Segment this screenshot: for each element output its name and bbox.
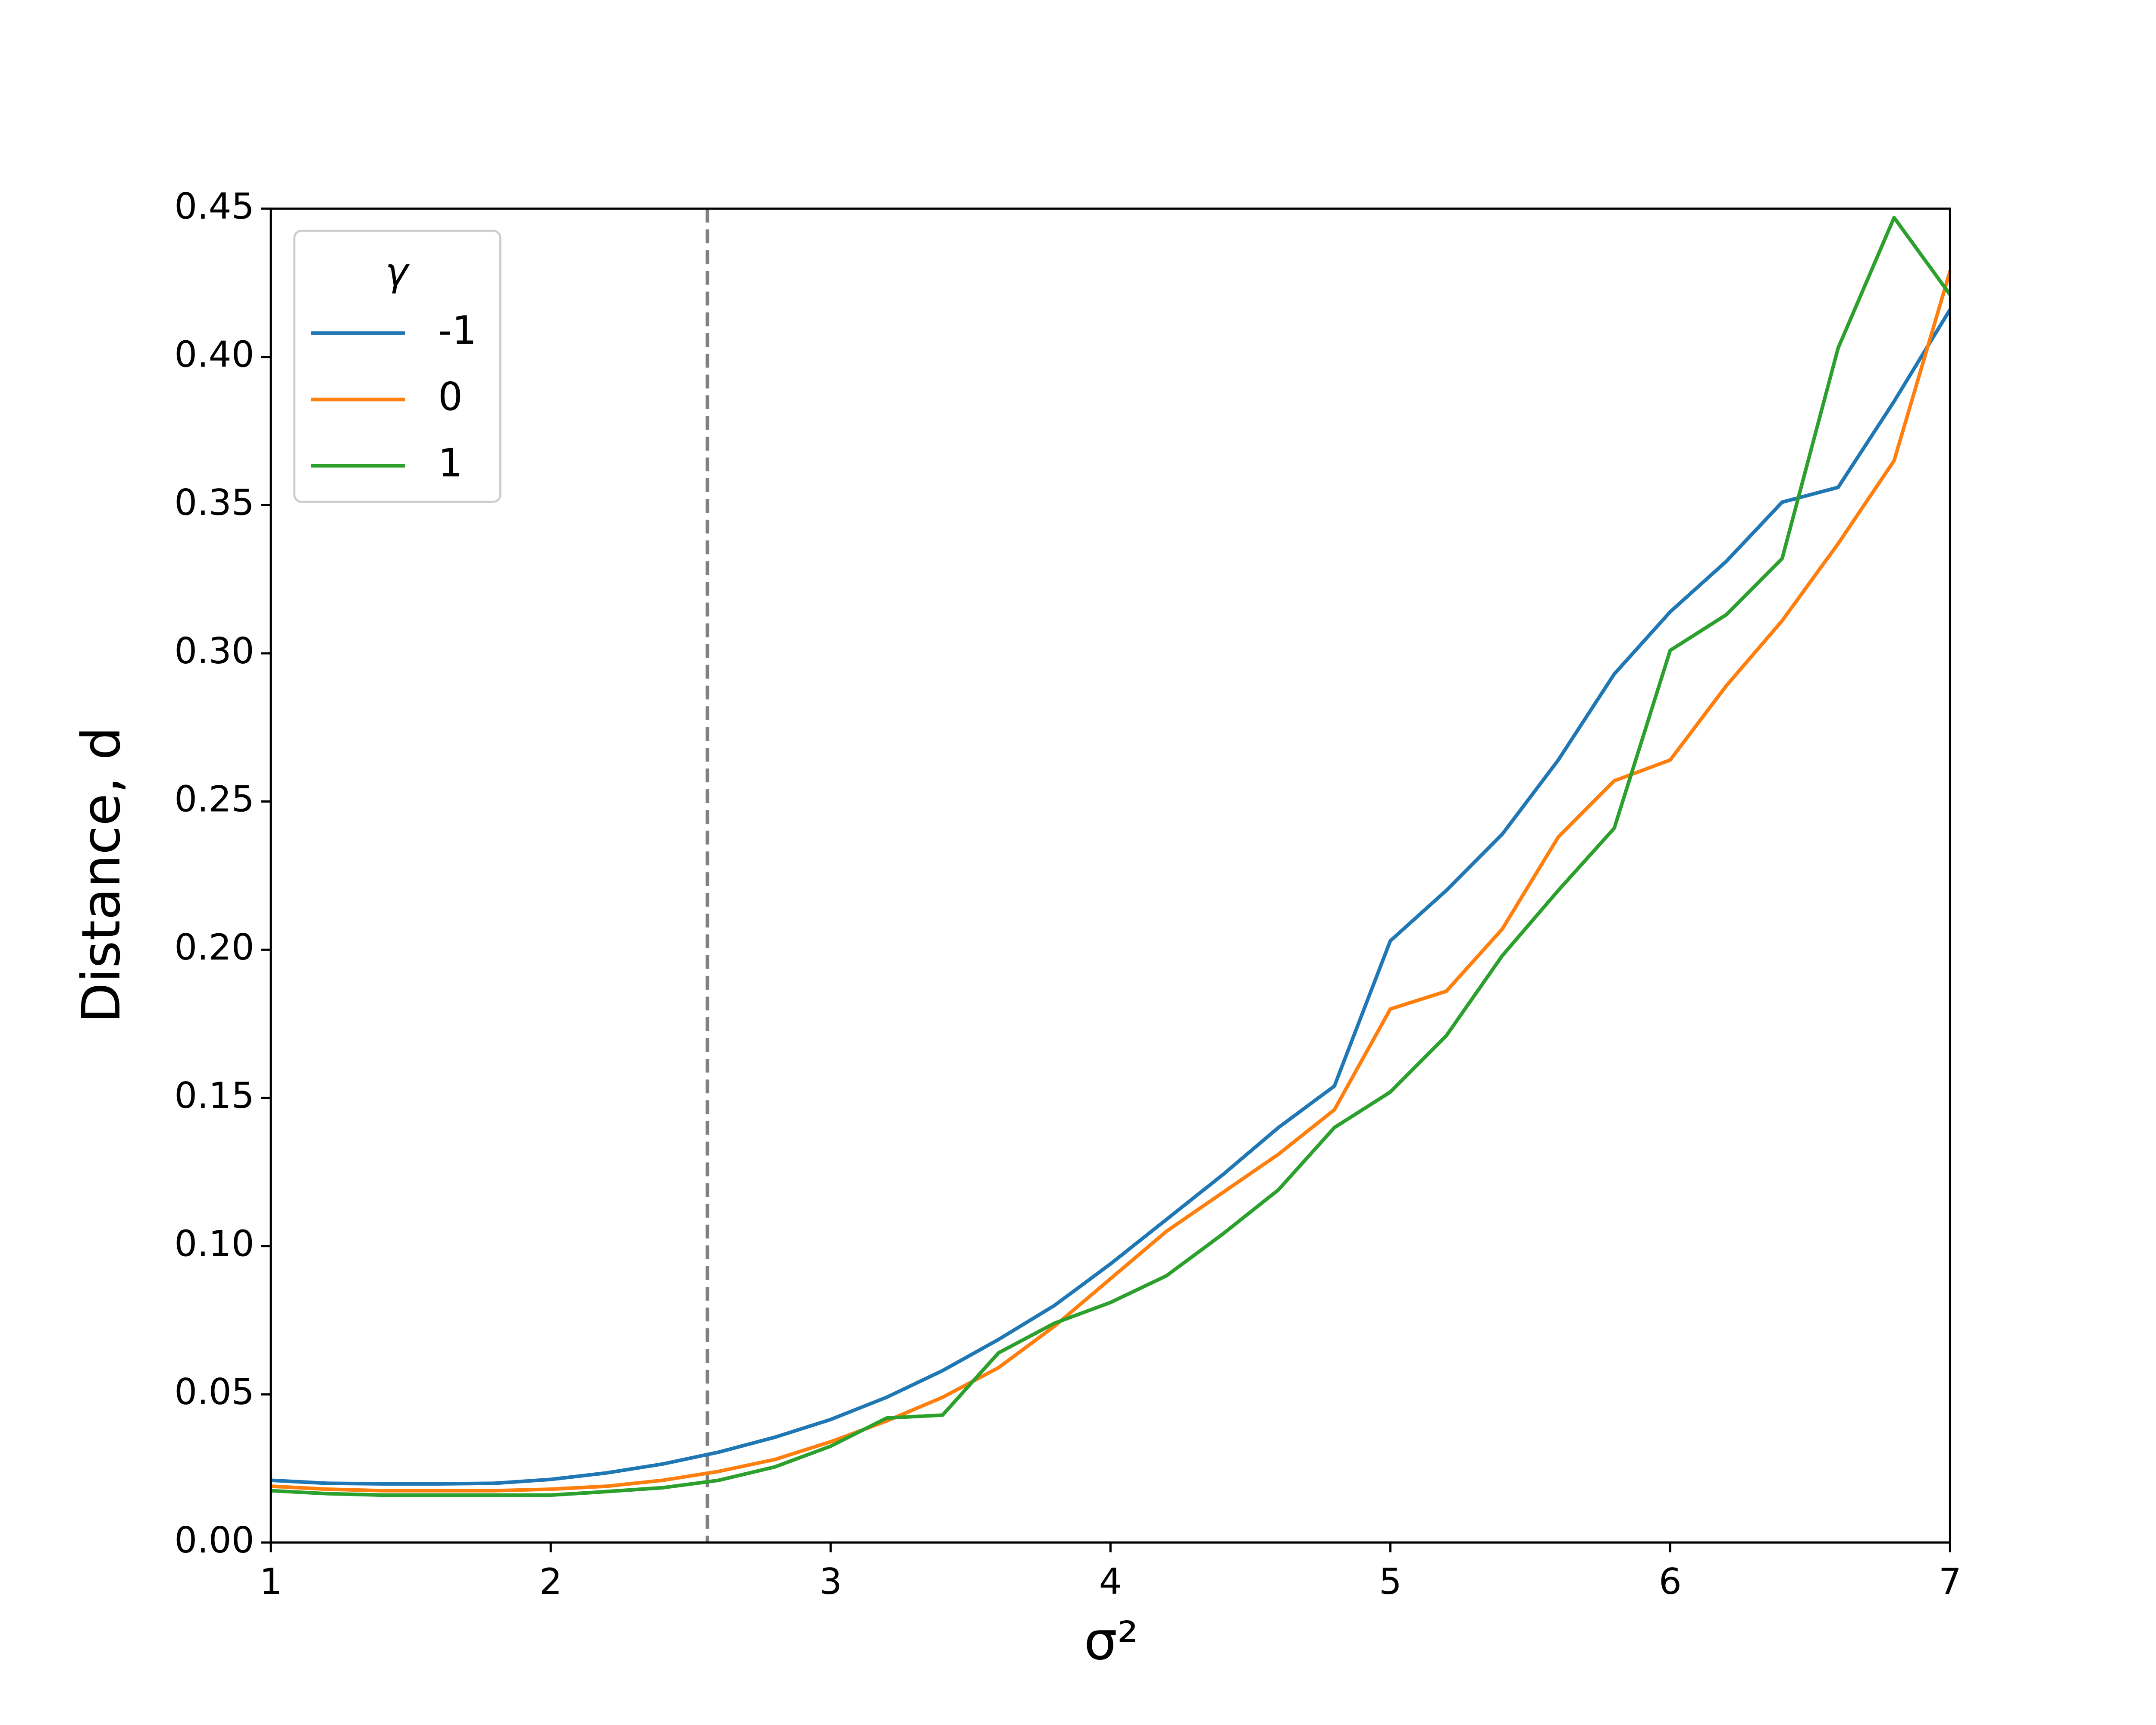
x-tick-label: 1 [260,1561,282,1603]
line-series [271,308,1950,1486]
y-tick-label: 0.30 [174,630,254,672]
x-tick-label: 7 [1939,1561,1962,1603]
y-tick-label: 0.35 [174,482,254,524]
y-tick-label: 0.25 [174,778,254,820]
legend-label: 0 [438,375,463,420]
y-tick-label: 0.20 [174,926,254,968]
y-tick-label: 0.05 [174,1371,254,1413]
legend-label: -1 [438,308,476,353]
x-axis-label: σ² [1084,1610,1138,1672]
x-tick-label: 4 [1099,1561,1122,1603]
y-tick-label: 0.40 [174,334,254,376]
y-axis-label: Distance, d [71,727,132,1023]
y-tick-label: 0.45 [174,185,254,227]
x-tick-label: 5 [1379,1561,1402,1603]
y-tick-label: 0.00 [174,1519,254,1561]
x-tick-label: 2 [539,1561,562,1603]
legend-title: γ [385,250,410,295]
x-tick-label: 6 [1659,1561,1682,1603]
x-tick-label: 3 [819,1561,842,1603]
y-tick-label: 0.10 [174,1223,254,1265]
plot-frame [270,207,1951,1544]
y-tick-label: 0.15 [174,1075,254,1117]
line-series [271,216,1950,1497]
legend-label: 1 [438,441,463,486]
legend-box [293,229,501,503]
line-series [271,270,1950,1493]
